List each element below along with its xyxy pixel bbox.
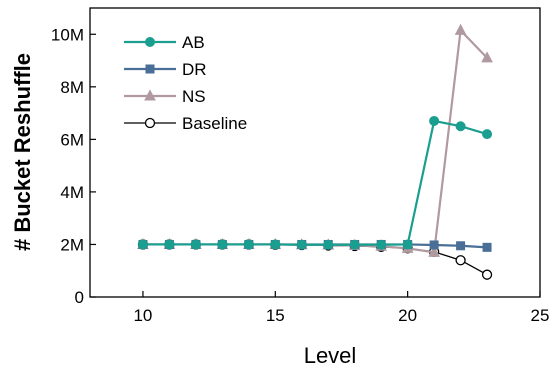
data-point-ab xyxy=(323,239,334,250)
data-point-ns xyxy=(481,51,493,63)
y-tick-label: 8M xyxy=(60,78,84,97)
y-tick-label: 10M xyxy=(51,25,84,44)
legend-item-ns: NS xyxy=(124,87,206,106)
data-point-ab xyxy=(190,239,201,250)
data-point-ab xyxy=(296,239,307,250)
data-point-ab xyxy=(376,239,387,250)
y-tick-label: 0 xyxy=(75,288,84,307)
data-point-ab xyxy=(164,239,175,250)
data-point-ab xyxy=(429,115,440,126)
series-ab xyxy=(137,115,493,250)
data-point-ab xyxy=(482,129,493,140)
x-tick-label: 15 xyxy=(266,306,285,325)
data-point-ns xyxy=(428,245,440,257)
y-tick-label: 2M xyxy=(60,235,84,254)
x-tick-label: 25 xyxy=(531,306,550,325)
data-point-dr xyxy=(482,242,492,252)
x-tick-label: 20 xyxy=(398,306,417,325)
data-point-ab xyxy=(402,239,413,250)
plot-frame xyxy=(89,7,541,298)
y-tick-label: 4M xyxy=(60,183,84,202)
data-point-ns xyxy=(454,23,467,35)
series-line-ab xyxy=(142,119,488,246)
legend-marker-dr xyxy=(145,64,155,74)
legend-marker-ab xyxy=(145,37,155,47)
data-point-ab xyxy=(349,239,360,250)
data-point-ab xyxy=(455,121,466,132)
data-point-baseline xyxy=(455,255,466,266)
x-tick-label: 10 xyxy=(133,306,152,325)
legend-marker-ns xyxy=(144,89,156,101)
legend-label-baseline: Baseline xyxy=(182,114,247,133)
legend-item-ab: AB xyxy=(124,33,205,52)
legend-item-baseline: Baseline xyxy=(124,114,247,133)
legend-label-ns: NS xyxy=(182,87,206,106)
data-point-ab xyxy=(270,239,281,250)
legend-marker-baseline xyxy=(144,117,156,129)
y-tick-label: 6M xyxy=(60,130,84,149)
data-point-ab xyxy=(137,239,148,250)
legend-item-dr: DR xyxy=(124,60,207,79)
data-point-ab xyxy=(217,239,228,250)
data-point-baseline xyxy=(481,269,493,280)
y-axis-title: # Bucket Reshuffle xyxy=(10,53,35,251)
x-axis-title: Level xyxy=(304,343,357,368)
legend-label-ab: AB xyxy=(182,33,205,52)
data-point-dr xyxy=(429,240,439,250)
legend-label-dr: DR xyxy=(182,60,207,79)
data-point-dr xyxy=(456,241,466,251)
data-point-ab xyxy=(243,239,254,250)
